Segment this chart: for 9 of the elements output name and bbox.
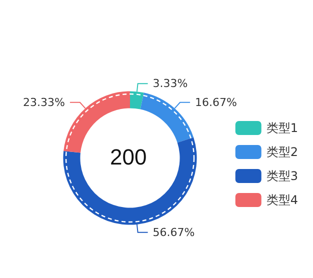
data-label: 23.33% [22, 96, 65, 109]
legend-label: 类型1 [266, 121, 298, 135]
legend-label: 类型3 [266, 169, 298, 183]
data-label: 16.67% [195, 96, 238, 109]
legend-label: 类型2 [266, 145, 298, 159]
legend-label: 类型4 [266, 193, 298, 207]
data-label: 56.67% [152, 226, 195, 239]
data-label: 3.33% [152, 77, 188, 90]
text: 200 [110, 144, 147, 170]
